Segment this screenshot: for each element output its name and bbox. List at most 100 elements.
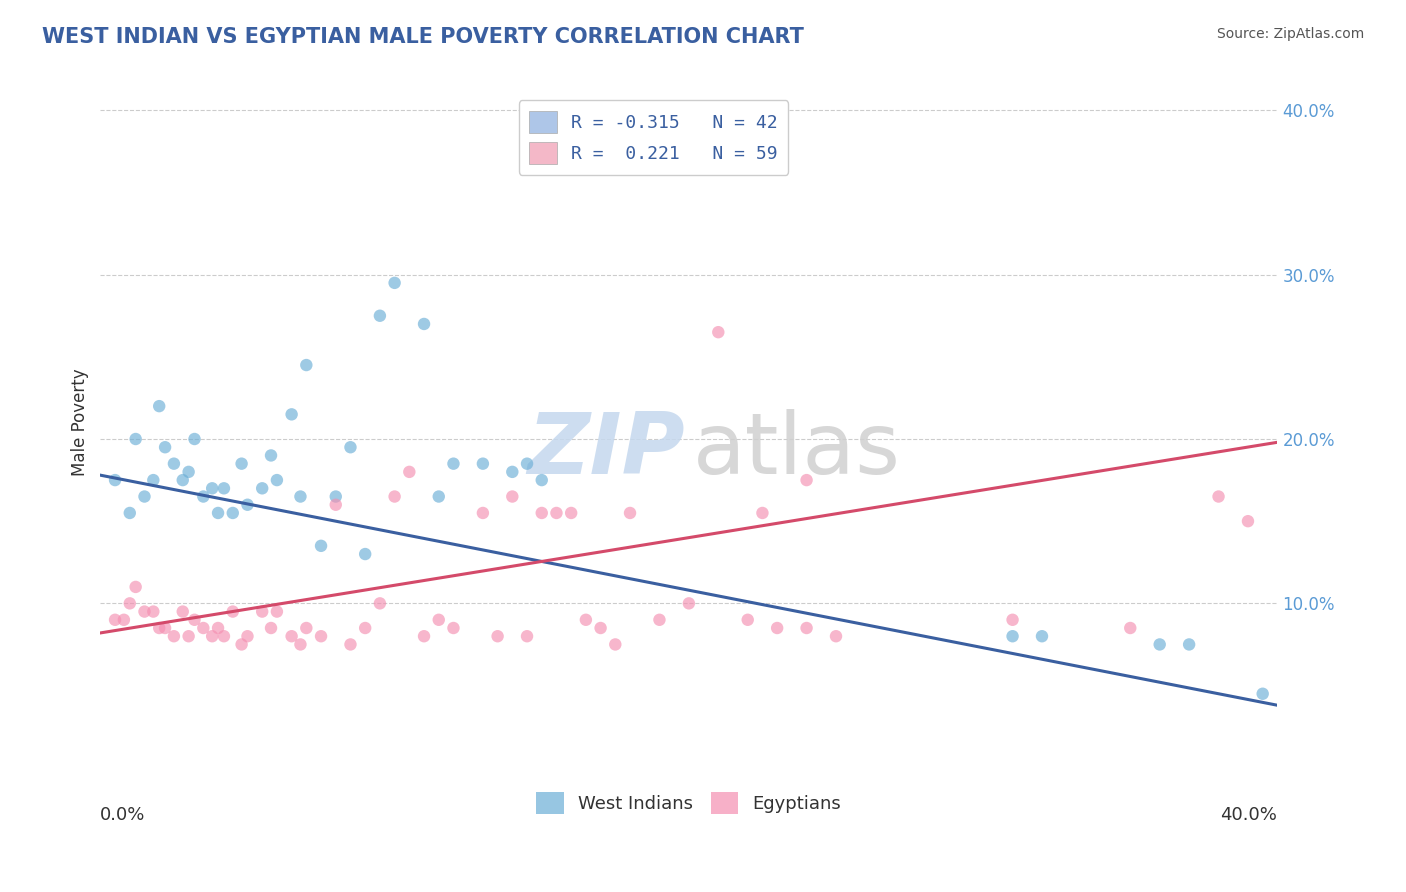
Point <box>1237 514 1260 528</box>
Point <box>153 440 176 454</box>
Point <box>368 309 391 323</box>
Point <box>443 457 465 471</box>
Point <box>751 506 773 520</box>
Point <box>193 490 215 504</box>
Point <box>201 629 224 643</box>
Point <box>1178 637 1201 651</box>
Point <box>413 629 436 643</box>
Point <box>384 276 406 290</box>
Point <box>183 613 205 627</box>
Point <box>172 605 194 619</box>
Point <box>560 506 582 520</box>
Legend: West Indians, Egyptians: West Indians, Egyptians <box>529 784 849 821</box>
Point <box>398 465 420 479</box>
Point <box>648 613 671 627</box>
Point <box>325 490 347 504</box>
Point <box>339 440 361 454</box>
Y-axis label: Male Poverty: Male Poverty <box>72 368 89 476</box>
Point <box>546 506 568 520</box>
Point <box>153 621 176 635</box>
Point <box>384 490 406 504</box>
Point <box>486 629 509 643</box>
Point <box>134 490 156 504</box>
Point <box>193 621 215 635</box>
Text: WEST INDIAN VS EGYPTIAN MALE POVERTY CORRELATION CHART: WEST INDIAN VS EGYPTIAN MALE POVERTY COR… <box>42 27 804 46</box>
Point <box>427 613 450 627</box>
Point <box>1251 687 1274 701</box>
Point <box>1149 637 1171 651</box>
Point <box>231 637 253 651</box>
Point <box>427 490 450 504</box>
Text: ZIP: ZIP <box>527 409 685 491</box>
Point <box>236 629 259 643</box>
Point <box>530 506 553 520</box>
Point <box>266 605 288 619</box>
Point <box>231 457 253 471</box>
Point <box>1001 629 1024 643</box>
Point <box>212 629 235 643</box>
Point <box>260 449 283 463</box>
Point <box>516 629 538 643</box>
Point <box>148 399 170 413</box>
Point <box>124 432 146 446</box>
Point <box>295 621 318 635</box>
Point <box>163 457 186 471</box>
Point <box>280 629 302 643</box>
Point <box>1031 629 1053 643</box>
Point <box>678 596 700 610</box>
Point <box>207 621 229 635</box>
Point <box>354 621 377 635</box>
Point <box>222 605 245 619</box>
Point <box>280 408 302 422</box>
Point <box>516 457 538 471</box>
Point <box>309 539 332 553</box>
Point <box>290 490 312 504</box>
Point <box>443 621 465 635</box>
Point <box>177 629 200 643</box>
Point <box>471 457 494 471</box>
Point <box>325 498 347 512</box>
Point <box>1208 490 1230 504</box>
Point <box>354 547 377 561</box>
Point <box>118 506 141 520</box>
Point <box>134 605 156 619</box>
Point <box>605 637 627 651</box>
Point <box>212 481 235 495</box>
Point <box>104 613 127 627</box>
Point <box>148 621 170 635</box>
Point <box>142 605 165 619</box>
Point <box>589 621 612 635</box>
Point <box>207 506 229 520</box>
Point <box>501 490 523 504</box>
Point <box>339 637 361 651</box>
Point <box>368 596 391 610</box>
Point <box>172 473 194 487</box>
Point <box>737 613 759 627</box>
Point <box>250 605 273 619</box>
Text: Source: ZipAtlas.com: Source: ZipAtlas.com <box>1216 27 1364 41</box>
Text: 40.0%: 40.0% <box>1220 805 1278 823</box>
Point <box>295 358 318 372</box>
Point <box>250 481 273 495</box>
Point <box>825 629 848 643</box>
Point <box>260 621 283 635</box>
Point <box>530 473 553 487</box>
Point <box>124 580 146 594</box>
Point <box>309 629 332 643</box>
Point <box>619 506 641 520</box>
Point <box>177 465 200 479</box>
Point <box>236 498 259 512</box>
Point <box>118 596 141 610</box>
Point <box>290 637 312 651</box>
Point <box>413 317 436 331</box>
Point <box>1001 613 1024 627</box>
Point <box>222 506 245 520</box>
Point <box>796 473 818 487</box>
Point <box>1119 621 1142 635</box>
Point <box>471 506 494 520</box>
Point <box>707 325 730 339</box>
Point <box>796 621 818 635</box>
Text: 0.0%: 0.0% <box>100 805 146 823</box>
Point <box>112 613 135 627</box>
Point <box>104 473 127 487</box>
